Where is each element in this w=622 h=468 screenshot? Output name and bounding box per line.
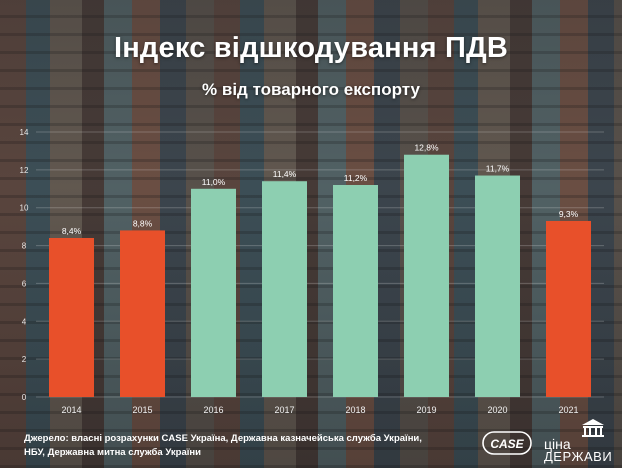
y-axis-ticks: 0 2 4 6 8 10 12 14 — [20, 128, 29, 402]
data-label-2021: 9,3% — [559, 209, 579, 219]
bar-2020 — [475, 175, 520, 397]
data-label-2018: 11,2% — [344, 173, 368, 183]
x-axis-ticks: 2014 2015 2016 2017 2018 2019 2020 2021 — [61, 405, 578, 415]
x-tick-label-2018: 2018 — [345, 405, 365, 415]
cina-derzhavy-logo: ціна ДЕРЖАВИ — [544, 418, 614, 464]
case-logo-text: CASE — [490, 437, 524, 451]
x-tick-label-2015: 2015 — [132, 405, 152, 415]
x-tick-label-2017: 2017 — [274, 405, 294, 415]
data-label-2020: 11,7% — [486, 164, 510, 174]
y-tick-label: 12 — [20, 166, 29, 175]
bar-2015 — [120, 230, 165, 397]
y-tick-label: 8 — [22, 242, 27, 251]
case-logo: CASE — [482, 431, 532, 455]
x-tick-label-2019: 2019 — [416, 405, 436, 415]
x-tick-label-2016: 2016 — [203, 405, 223, 415]
y-tick-label: 14 — [20, 128, 29, 137]
source-note: Джерело: власні розрахунки CASE Україна,… — [24, 432, 424, 460]
bar-2018 — [333, 185, 378, 397]
logo-text-bottom: ДЕРЖАВИ — [544, 449, 613, 464]
y-tick-label: 0 — [22, 393, 27, 402]
data-labels: 8,4% 8,8% 11,0% 11,4% 11,2% 12,8% 11,7% 9,3% — [62, 143, 579, 236]
data-label-2014: 8,4% — [62, 226, 82, 236]
source-line-2: НБУ, Державна митна служба України — [24, 447, 201, 458]
data-label-2019: 12,8% — [414, 143, 439, 153]
y-tick-label: 4 — [22, 317, 27, 326]
y-tick-label: 2 — [22, 355, 27, 364]
chart-subtitle: % від товарного експорту — [202, 80, 420, 99]
bars — [49, 154, 591, 397]
bar-2016 — [191, 188, 236, 397]
y-tick-label: 10 — [20, 204, 29, 213]
building-icon — [582, 419, 604, 437]
x-tick-label-2014: 2014 — [61, 405, 81, 415]
x-tick-label-2020: 2020 — [487, 405, 507, 415]
y-tick-label: 6 — [22, 279, 27, 288]
chart-title: Індекс відшкодування ПДВ — [113, 32, 509, 64]
data-label-2015: 8,8% — [133, 218, 153, 228]
bar-2017 — [262, 181, 307, 397]
bar-2014 — [49, 238, 94, 397]
source-line-1: Джерело: власні розрахунки CASE Україна,… — [24, 433, 422, 444]
data-label-2017: 11,4% — [273, 169, 297, 179]
logo-text-top: ціна — [544, 436, 571, 452]
bar-2019 — [404, 154, 449, 397]
bar-2021 — [546, 220, 591, 397]
x-tick-label-2021: 2021 — [558, 405, 578, 415]
data-label-2016: 11,0% — [202, 177, 226, 187]
